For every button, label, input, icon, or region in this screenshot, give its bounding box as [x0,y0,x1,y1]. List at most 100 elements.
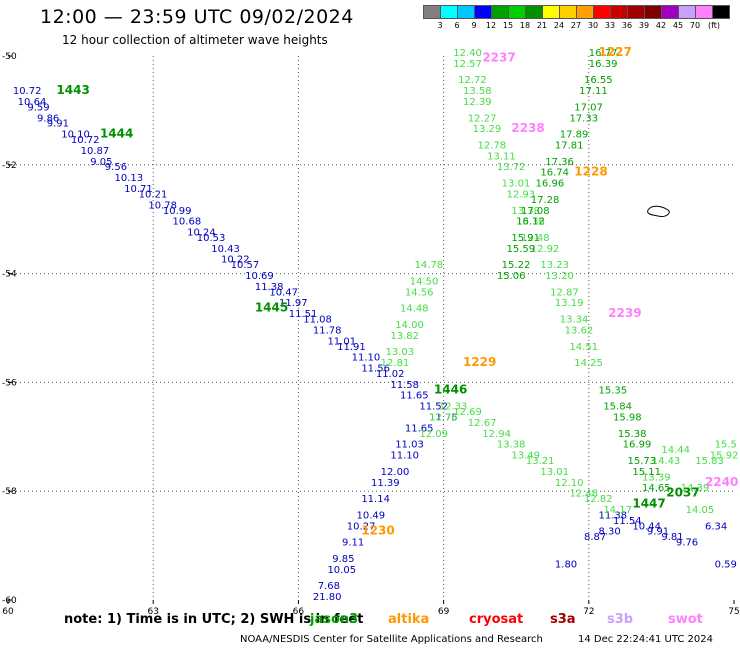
wave-height-label: 12.67 [468,418,497,429]
wave-height-label: 11.02 [376,369,405,380]
wave-height-label: 14.43 [652,456,681,467]
wave-height-label: 9.05 [90,157,112,168]
wave-height-label: 15.38 [618,429,647,440]
colorbar-tick: 33 [604,21,616,30]
wave-height-label: 15.73 [628,456,657,467]
colorbar-tick: 70 [689,21,701,30]
wave-height-label: 13.38 [497,440,526,451]
wave-height-label: 14.00 [395,320,424,331]
colorbar-tick: 30 [587,21,599,30]
wave-height-label: 16.77 [589,48,618,59]
chart-subtitle: 12 hour collection of altimeter wave hei… [62,33,328,47]
wave-height-label: 10.68 [173,217,202,228]
wave-height-label: 12.48 [521,233,550,244]
pass-time-label: 2238 [511,121,544,135]
wave-height-label: 10.72 [71,135,100,146]
pass-time-label: 2037 [666,486,699,500]
y-tick-label: -50 [2,52,17,62]
wave-height-label: 16.74 [540,168,569,179]
wave-height-label: 12.82 [584,494,613,505]
wave-height-label: 16.99 [623,440,652,451]
wave-height-label: 10.43 [211,244,240,255]
x-tick-label: 69 [438,607,450,617]
y-tick-label: -58 [2,487,17,497]
y-tick-label: -52 [2,161,17,171]
wave-height-label: 12.78 [477,140,506,151]
wave-height-label: 12.93 [507,189,536,200]
wave-height-label: 12.09 [419,429,448,440]
legend-jason3: jason3 [310,612,359,627]
colorbar-tick: 36 [621,21,633,30]
wave-height-label: 10.24 [187,228,216,239]
wave-height-label: 15.84 [603,402,632,413]
wave-height-label: 12.33 [439,402,468,413]
wave-height-label: 13.11 [487,151,516,162]
wave-height-label: 11.08 [303,315,332,326]
colorbar-tick: 3 [437,21,443,30]
colorbar-tick: 6 [454,21,460,30]
wave-height-label: 13.23 [540,260,569,271]
wave-height-label: 11.10 [390,451,419,462]
wave-height-label: 11.51 [289,309,318,320]
wave-height-label: 15.92 [710,451,739,462]
wave-height-label: 10.99 [163,206,192,217]
y-tick-label: -60 [2,596,17,606]
wave-height-label: 15.22 [502,260,531,271]
wave-height-label: 11.91 [337,342,366,353]
wave-height-label: 13.03 [386,347,415,358]
wave-height-label: 17.11 [579,86,608,97]
wave-height-label: 13.21 [526,456,555,467]
wave-height-label: 14.51 [569,342,598,353]
wave-height-label: 9.91 [47,119,69,130]
colorbar-tick: 21 [536,21,548,30]
y-tick-label: -54 [2,270,17,280]
wave-height-label: 11.52 [419,402,448,413]
wave-height-label: 9.76 [676,538,698,549]
wave-height-label: 10.21 [139,189,168,200]
wave-height-label: 15.91 [511,233,540,244]
wave-height-label: 12.39 [463,97,492,108]
wave-height-label: 10.10 [61,130,90,141]
pass-time-label: 1444 [100,127,133,141]
wave-height-label: 12.48 [569,489,598,500]
wave-height-label: 12.92 [531,244,560,255]
colorbar-unit: (ft) [707,21,721,30]
island-outline [647,205,670,217]
wave-height-label: 8.30 [598,527,620,538]
wave-height-label: 13.58 [463,86,492,97]
wave-height-label: 10.27 [347,521,376,532]
wave-height-label: 9.81 [661,532,683,543]
wave-height-label: 15.98 [613,412,642,423]
wave-height-label: 10.69 [245,271,274,282]
wave-height-label: 17.89 [560,130,589,141]
wave-height-label: 13.19 [555,298,584,309]
pass-time-label: 1446 [434,382,467,396]
credit-line: NOAA/NESDIS Center for Satellite Applica… [240,634,543,645]
pass-time-label: 1230 [361,524,394,538]
wave-height-label: 12.81 [381,358,410,369]
wave-height-label: 12.69 [453,407,482,418]
wave-height-label: 10.87 [81,146,110,157]
wave-height-label: 10.57 [231,260,260,271]
wave-height-label: 9.59 [27,102,49,113]
wave-height-label: 12.00 [381,467,410,478]
wave-height-label: 7.68 [318,581,340,592]
colorbar-tick: 9 [471,21,477,30]
wave-height-label: 13.49 [511,451,540,462]
x-tick-label: 63 [147,607,158,617]
wave-height-label: 12.27 [468,113,497,124]
wave-height-label: 12.10 [555,478,584,489]
wave-height-label: 10.44 [632,521,661,532]
wave-height-label: 15.83 [695,456,724,467]
wave-height-label: 11.75 [429,412,458,423]
wave-height-label: 11.14 [361,494,390,505]
wave-height-label: 11.39 [371,478,400,489]
wave-height-label: 10.53 [197,233,226,244]
wave-height-label: 16.55 [584,75,613,86]
wave-height-label: 15.11 [632,467,661,478]
colorbar-tick: 27 [570,21,582,30]
chart-title: 12:00 — 23:59 UTC 09/02/2024 [40,6,354,28]
wave-height-label: 14.50 [410,276,439,287]
wave-height-label: 13.38 [511,206,540,217]
wave-height-label: 17.81 [555,140,584,151]
